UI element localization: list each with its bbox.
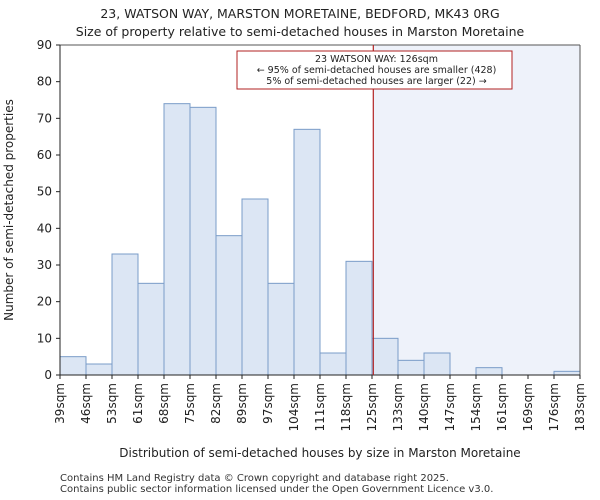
x-axis-label: Distribution of semi-detached houses by … — [119, 446, 520, 460]
histogram-bar — [163, 103, 191, 376]
x-tick-label: 46sqm — [79, 383, 93, 424]
x-tick-label: 154sqm — [469, 383, 483, 431]
x-tick-label: 133sqm — [391, 383, 405, 431]
x-tick-label: 161sqm — [495, 383, 509, 431]
x-tick-label: 75sqm — [183, 383, 197, 424]
y-tick-label: 80 — [37, 75, 52, 89]
histogram-bar — [293, 128, 321, 376]
larger-region-shade — [373, 45, 580, 375]
y-axis-label: Number of semi-detached properties — [2, 99, 16, 321]
y-tick-label: 0 — [44, 368, 52, 382]
x-tick-label: 140sqm — [417, 383, 431, 431]
histogram-bar — [267, 282, 295, 376]
x-tick-label: 61sqm — [131, 383, 145, 424]
footer-licence: Contains public sector information licen… — [60, 484, 494, 495]
annotation-line-3: 5% of semi-detached houses are larger (2… — [266, 76, 486, 87]
y-tick-label: 50 — [37, 185, 52, 199]
x-tick-label: 147sqm — [443, 383, 457, 431]
x-tick-label: 125sqm — [365, 383, 379, 431]
x-tick-label: 82sqm — [209, 383, 223, 424]
histogram-bar — [189, 106, 217, 376]
histogram-bar — [59, 356, 87, 376]
histogram-bar — [397, 359, 425, 376]
chart-title-address: 23, WATSON WAY, MARSTON MORETAINE, BEDFO… — [100, 6, 500, 21]
y-tick-label: 20 — [37, 295, 52, 309]
x-tick-label: 104sqm — [287, 383, 301, 431]
x-tick-label: 39sqm — [53, 383, 67, 424]
histogram-bar — [553, 370, 581, 376]
histogram-bar — [241, 198, 269, 376]
annotation-line-1: 23 WATSON WAY: 126sqm — [315, 54, 438, 65]
y-tick-label: 60 — [37, 148, 52, 162]
x-tick-label: 183sqm — [573, 383, 587, 431]
x-tick-label: 118sqm — [339, 383, 353, 431]
histogram-bar — [137, 282, 165, 376]
histogram-bar — [423, 352, 451, 376]
y-tick-label: 30 — [37, 258, 52, 272]
histogram-bar — [319, 352, 347, 376]
footer-copyright: Contains HM Land Registry data © Crown c… — [60, 473, 449, 484]
annotation-box — [236, 50, 513, 90]
histogram-bar — [371, 337, 399, 376]
chart-title-subtitle: Size of property relative to semi-detach… — [75, 24, 525, 39]
x-tick-label: 68sqm — [157, 383, 171, 424]
histogram-bar — [111, 253, 139, 376]
histogram-bar — [85, 363, 113, 376]
histogram-bar — [475, 367, 503, 376]
y-tick-label: 70 — [37, 111, 52, 125]
histogram-bar — [215, 235, 243, 376]
x-tick-label: 97sqm — [261, 383, 275, 424]
annotation-line-2: ← 95% of semi-detached houses are smalle… — [257, 65, 497, 76]
x-tick-label: 176sqm — [547, 383, 561, 431]
y-tick-label: 90 — [37, 38, 52, 52]
x-tick-label: 111sqm — [313, 383, 327, 431]
x-tick-label: 53sqm — [105, 383, 119, 424]
y-tick-label: 40 — [37, 221, 52, 235]
x-tick-label: 169sqm — [521, 383, 535, 431]
histogram-bar — [345, 260, 373, 376]
x-tick-label: 89sqm — [235, 383, 249, 424]
y-tick-label: 10 — [37, 331, 52, 345]
